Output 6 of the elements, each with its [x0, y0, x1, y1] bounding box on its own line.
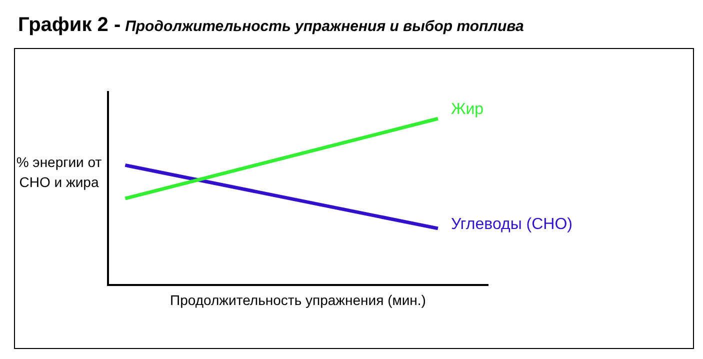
x-axis-title: Продолжительность упражнения (мин.) [169, 292, 427, 308]
y-axis-title: % энергии от СНО и жира [15, 153, 103, 192]
chart-subtitle: Продолжительность упражнения и выбор топлива [125, 18, 524, 35]
chart-title: График 2 - [18, 14, 121, 36]
series-label: Углеводы (СНО) [450, 216, 572, 233]
series-label: Жир [450, 101, 484, 118]
